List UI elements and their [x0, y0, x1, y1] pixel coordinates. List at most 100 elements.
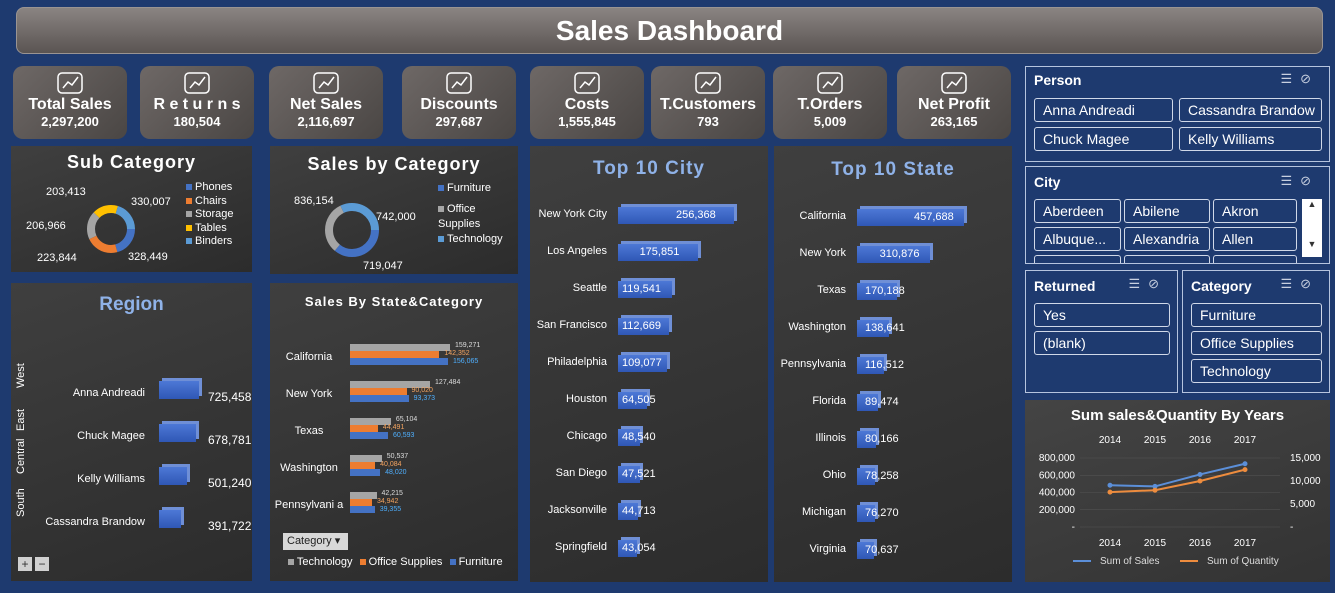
quantity-point	[1107, 489, 1113, 495]
left-tick: -	[1072, 522, 1075, 533]
slicer-toolbar: ☰⊘	[1280, 71, 1319, 87]
expand-button[interactable]: +	[18, 557, 32, 571]
kpi-label: Costs	[564, 96, 610, 113]
money-hand-icon	[530, 66, 644, 96]
clear-filter-icon[interactable]: ⊘	[1300, 71, 1319, 86]
person-item[interactable]: Kelly Williams	[1179, 127, 1322, 151]
category-label: 719,047	[363, 260, 403, 272]
kpi-value: 297,687	[435, 114, 483, 129]
city-bar	[618, 207, 734, 224]
city-label: Springfield	[555, 541, 607, 553]
city-item[interactable]: Albuque...	[1034, 227, 1121, 251]
state-bar-value: 116,512	[865, 359, 904, 371]
office-bar	[350, 351, 440, 358]
tech-value: 127,484	[435, 379, 461, 386]
bar-growth-icon	[269, 66, 383, 96]
city-item[interactable]: Akron	[1213, 199, 1297, 223]
region-title: Region	[99, 294, 164, 315]
scroll-up-icon[interactable]: ▲	[1307, 199, 1317, 209]
returned-slicer: Returned ☰⊘ Yes (blank)	[1025, 270, 1178, 393]
kpi-card: Discounts 297,687	[402, 66, 516, 139]
furniture-value: 156,065	[452, 358, 479, 365]
state-bar	[857, 542, 874, 559]
dashboard-title: Sales Dashboard	[16, 7, 1323, 54]
city-item[interactable]: Alexandria	[1124, 227, 1210, 251]
orders-icon	[773, 66, 887, 96]
multi-select-icon[interactable]: ☰	[1280, 173, 1301, 188]
subcat-legend: Phones Chairs Storage Tables Binders	[186, 181, 234, 249]
category-item[interactable]: Furniture	[1191, 303, 1322, 327]
collapse-button[interactable]: −	[35, 557, 49, 571]
top-state-title: Top 10 State	[831, 159, 955, 180]
year-bottom-label: 2016	[1189, 538, 1212, 549]
multi-select-icon[interactable]: ☰	[1280, 276, 1301, 291]
city-item[interactable]: Abilene	[1124, 199, 1210, 223]
person-item[interactable]: Anna Andreadi	[1034, 98, 1173, 122]
multi-select-icon[interactable]: ☰	[1128, 276, 1149, 291]
top-state-panel: Top 10 State California 457,688 New York 31…	[774, 146, 1012, 582]
city-value: 112,669	[622, 320, 661, 332]
region-label: East	[15, 408, 27, 431]
category-donut	[325, 203, 379, 257]
office-value: 34,942	[376, 498, 399, 505]
subcategory-panel: Sub Category 203,413 330,007 206,966 223…	[11, 146, 252, 272]
city-item[interactable]: Allen	[1213, 227, 1297, 251]
state-bar-value: 170,188	[865, 285, 905, 297]
city-item[interactable]: Aberdeen	[1034, 199, 1121, 223]
region-bar	[159, 510, 181, 528]
city-bar	[618, 466, 640, 483]
state-bar-label: California	[799, 210, 846, 222]
tech-bar	[350, 381, 431, 388]
legend-quantity: Sum of Quantity	[1207, 556, 1279, 567]
category-item[interactable]: Technology	[1191, 359, 1322, 383]
multi-select-icon[interactable]: ☰	[1280, 71, 1301, 86]
kpi-card: Net Profit 263,165	[897, 66, 1011, 139]
clear-filter-icon[interactable]: ⊘	[1148, 276, 1167, 291]
tech-value: 159,271	[455, 342, 481, 349]
state-bar-label: Illinois	[815, 432, 846, 444]
city-item-partial[interactable]	[1124, 255, 1210, 263]
kpi-label: R e t u r n s	[153, 96, 241, 113]
clear-filter-icon[interactable]: ⊘	[1300, 276, 1319, 291]
returned-item[interactable]: (blank)	[1034, 331, 1170, 355]
sales-point	[1242, 461, 1248, 467]
city-label: Chicago	[566, 430, 607, 442]
city-value: 48,540	[622, 431, 656, 443]
tech-value: 50,537	[386, 453, 409, 460]
clear-filter-icon[interactable]: ⊘	[1300, 173, 1319, 188]
state-label: New York	[285, 388, 333, 400]
person-item[interactable]: Chuck Magee	[1034, 127, 1173, 151]
category-item[interactable]: Office Supplies	[1191, 331, 1322, 355]
returned-item[interactable]: Yes	[1034, 303, 1170, 327]
kpi-label: Total Sales	[28, 96, 112, 113]
tech-bar	[350, 418, 391, 425]
donut-slice-tables	[87, 205, 135, 253]
city-item-partial[interactable]	[1034, 255, 1121, 263]
state-label: Pennsylvani a	[274, 499, 344, 511]
person-item[interactable]: Cassandra Brandow	[1179, 98, 1322, 122]
state-bar	[857, 431, 876, 448]
state-bar-label: Ohio	[822, 469, 846, 481]
region-label: Central	[15, 438, 27, 474]
kpi-label: T.Orders	[797, 96, 863, 113]
years-chart-title: Sum sales&Quantity By Years	[1070, 407, 1285, 424]
state-label: Washington	[280, 462, 338, 474]
city-item-partial[interactable]	[1213, 255, 1297, 263]
category-label: 836,154	[294, 195, 334, 207]
scroll-down-icon[interactable]: ▼	[1307, 239, 1317, 249]
state-bar-value: 70,637	[865, 544, 899, 556]
sales-line	[1109, 462, 1246, 488]
region-panel: Region + − West Anna Andreadi 725,458 East C…	[11, 283, 252, 581]
city-scrollbar[interactable]: ▲ ▼	[1302, 199, 1322, 257]
city-label: Seattle	[572, 282, 607, 294]
city-label: Houston	[566, 393, 607, 405]
category-filter-button[interactable]: Category ▾	[283, 533, 348, 550]
state-bar-label: Texas	[817, 284, 846, 296]
year-top-label: 2016	[1189, 435, 1212, 446]
quantity-point	[1152, 487, 1158, 493]
bar-growth-icon	[13, 66, 127, 96]
left-tick: 600,000	[1039, 470, 1076, 481]
kpi-card: Total Sales 2,297,200	[13, 66, 127, 139]
kpi-card: Costs 1,555,845	[530, 66, 644, 139]
furniture-bar	[350, 358, 448, 365]
